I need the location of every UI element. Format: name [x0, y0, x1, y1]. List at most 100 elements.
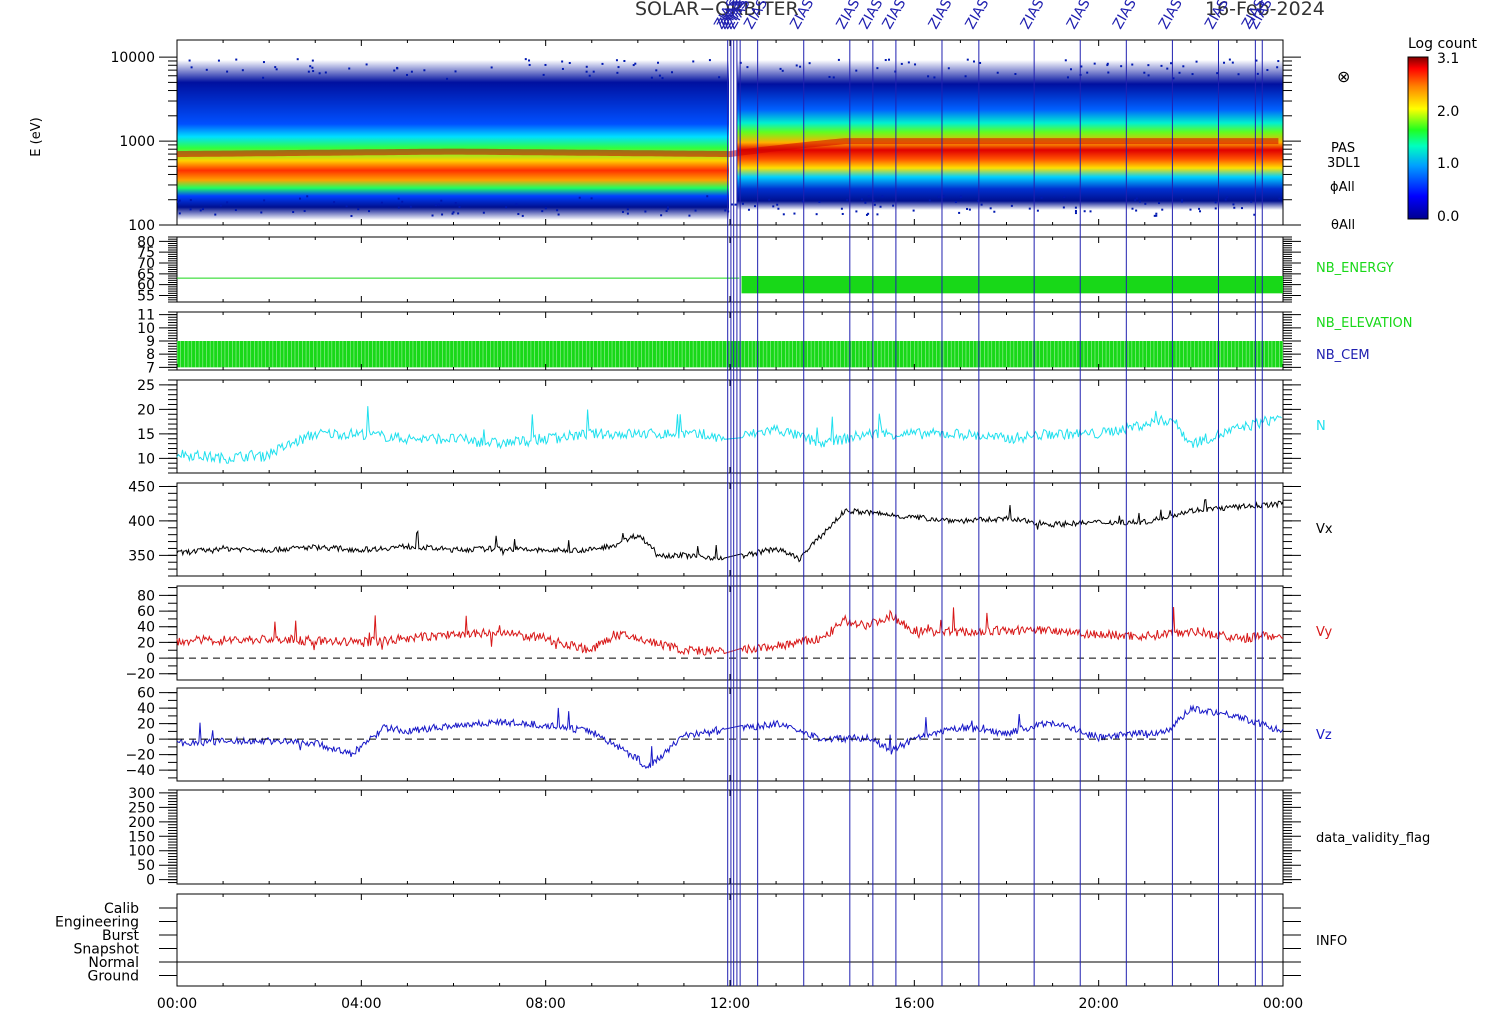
panel-frame	[176, 379, 1284, 474]
spec-speckle	[601, 62, 604, 65]
spec-speckle	[454, 70, 457, 73]
spec-speckle	[928, 199, 931, 202]
ytick-label: 15	[137, 427, 155, 443]
xtick-label: 12:00	[710, 996, 750, 1012]
spec-speckle	[1214, 201, 1217, 204]
label-vz: Vz	[1316, 728, 1332, 743]
spec-speckle	[996, 71, 999, 74]
spec-speckle	[644, 210, 647, 213]
spec-speckle	[694, 209, 697, 212]
spec-speckle	[1228, 58, 1231, 61]
spec-speckle	[966, 207, 969, 210]
ytick-label: 0	[146, 873, 155, 889]
spec-speckle	[626, 212, 629, 215]
spec-speckle	[454, 202, 457, 205]
spectrogram-image-early	[177, 60, 729, 220]
spec-speckle	[1147, 64, 1150, 67]
spec-speckle	[1237, 73, 1240, 76]
spec-speckle	[739, 61, 742, 64]
label-3dl1: 3DL1	[1327, 156, 1361, 171]
colorbar-tick-3: 0.0	[1437, 209, 1459, 225]
ytick-label: 350	[128, 548, 155, 564]
spec-speckle	[214, 213, 217, 216]
label-n: N	[1316, 419, 1326, 434]
ytick-label: 75	[137, 245, 155, 261]
spec-speckle	[1214, 207, 1217, 210]
ytick-label: 100	[128, 844, 155, 860]
spec-speckle	[406, 73, 409, 76]
spec-speckle	[1131, 207, 1134, 210]
spec-speckle	[217, 59, 220, 62]
spec-speckle	[397, 206, 400, 209]
ytick-label: 60	[137, 686, 155, 702]
label-validity: data_validity_flag	[1316, 831, 1430, 846]
label-phi-all: ϕAll	[1330, 180, 1355, 195]
spec-speckle	[666, 206, 669, 209]
spec-speckle	[318, 72, 321, 75]
panel-frame	[176, 893, 1284, 987]
ytick-label: 20	[137, 402, 155, 418]
spec-speckle	[966, 58, 969, 61]
spec-speckle	[324, 71, 327, 74]
spec-speckle	[666, 207, 669, 210]
label-vx: Vx	[1316, 522, 1333, 537]
xtick-label: 04:00	[341, 996, 381, 1012]
spec-speckle	[937, 195, 940, 198]
ytick-label: 8	[146, 347, 155, 363]
ytick-label: 11	[137, 308, 155, 324]
spec-speckle	[333, 201, 336, 204]
spec-speckle	[1231, 61, 1234, 64]
spec-speckle	[298, 197, 301, 200]
spec-ytick-label: 100	[128, 218, 155, 234]
spec-speckle	[1086, 71, 1089, 74]
panel-frame	[176, 482, 1284, 577]
spec-speckle	[746, 66, 749, 69]
ytick-label: 50	[137, 858, 155, 874]
spec-speckle	[1083, 210, 1086, 213]
spectrogram-symbol: ⊗	[1337, 67, 1350, 86]
spec-speckle	[263, 199, 266, 202]
spec-speckle	[1040, 196, 1043, 199]
n-series-line	[176, 406, 1282, 464]
spec-speckle	[585, 65, 588, 68]
spec-ytick-label: 1000	[119, 134, 155, 150]
spec-speckle	[262, 61, 265, 64]
spec-speckle	[437, 203, 440, 206]
spec-speckle	[808, 62, 811, 65]
event-marker-label: ZIAS	[1064, 0, 1094, 32]
spec-speckle	[1064, 59, 1067, 62]
spec-speckle	[706, 195, 709, 198]
spec-speckle	[1074, 206, 1077, 209]
spec-speckle	[933, 76, 936, 79]
instrument-title: SOLAR−ORBITER	[635, 0, 799, 20]
spec-speckle	[708, 59, 711, 62]
spec-speckle	[632, 64, 635, 67]
spec-speckle	[561, 67, 564, 70]
spec-speckle	[665, 209, 668, 212]
ytick-label: 10	[137, 451, 155, 467]
spec-speckle	[309, 65, 312, 68]
spec-speckle	[1036, 209, 1039, 212]
colorbar-gradient	[1407, 56, 1429, 220]
spec-speckle	[490, 66, 493, 69]
spec-speckle	[1233, 206, 1236, 209]
spec-speckle	[365, 63, 368, 66]
spec-speckle	[860, 198, 863, 201]
spec-speckle	[768, 198, 771, 201]
spec-speckle	[482, 211, 485, 214]
ytick-label: 7	[146, 360, 155, 376]
ytick-label: 40	[137, 620, 155, 636]
spec-speckle	[927, 75, 930, 78]
spec-speckle	[397, 197, 400, 200]
spec-speckle	[615, 59, 618, 62]
spec-speckle	[1191, 73, 1194, 76]
spec-speckle	[1120, 65, 1123, 68]
spec-speckle	[393, 69, 396, 72]
spec-speckle	[401, 200, 404, 203]
info-category-label: Ground	[88, 969, 140, 985]
spec-speckle	[793, 212, 796, 215]
spec-speckle	[585, 70, 588, 73]
spec-speckle	[799, 65, 802, 68]
ytick-label: −20	[125, 748, 155, 764]
spec-speckle	[458, 206, 461, 209]
